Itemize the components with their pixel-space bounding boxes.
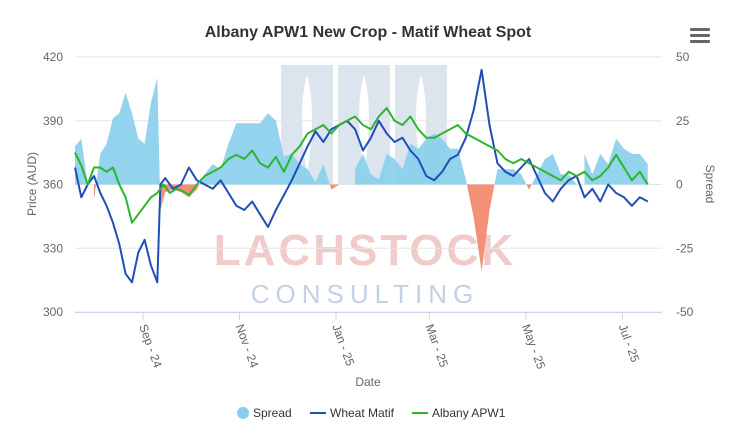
y-left-tick-label: 330 [43,241,63,255]
menu-bar [690,34,710,37]
legend-item-spread[interactable]: Spread [237,406,292,420]
x-tick-label: Mar - 25 [423,322,452,369]
y-left-tick-label: 390 [43,114,63,128]
y-left-tick-label: 420 [43,50,63,64]
legend-label-albany-apw1: Albany APW1 [432,406,506,420]
chart-title: Albany APW1 New Crop - Matif Wheat Spot [205,24,532,41]
y-right-tick-label: 0 [676,178,683,192]
y-left-tick-label: 360 [43,178,63,192]
y-left-tick-label: 300 [43,305,63,319]
series-line-albany-apw1 [74,107,649,224]
hamburger-menu-icon[interactable] [690,28,710,44]
x-tick-label: Nov - 24 [233,322,262,370]
legend: Spread Wheat Matif Albany APW1 [237,406,506,420]
menu-bar [690,40,710,43]
x-tick-label: Jan - 25 [329,322,357,368]
x-tick-label: Sep - 24 [136,322,165,370]
series-lines [74,68,649,284]
legend-label-wheat-matif: Wheat Matif [330,406,395,420]
x-tick-label: Jul - 25 [616,322,643,364]
y-right-tick-label: 50 [676,50,690,64]
y-right-tick-label: -25 [676,241,694,255]
y-axis-right-label: Spread [703,165,717,204]
spread-negative-area [93,184,532,272]
legend-label-spread: Spread [253,406,292,420]
legend-marker-spread [237,407,249,419]
legend-item-wheat-matif[interactable]: Wheat Matif [310,406,395,420]
menu-bar [690,28,710,31]
x-axis-label: Date [355,375,381,389]
watermark-subtitle: CONSULTING [251,279,480,309]
y-axis-left-label: Price (AUD) [25,152,39,216]
spread-area-group [75,77,648,272]
spread-positive-area [75,77,648,185]
legend-item-albany-apw1[interactable]: Albany APW1 [412,406,506,420]
y-right-tick-label: 25 [676,114,690,128]
x-tick-label: May - 25 [519,322,548,371]
watermark-title: LACHSTOCK [214,226,516,275]
y-right-tick-label: -50 [676,305,694,319]
